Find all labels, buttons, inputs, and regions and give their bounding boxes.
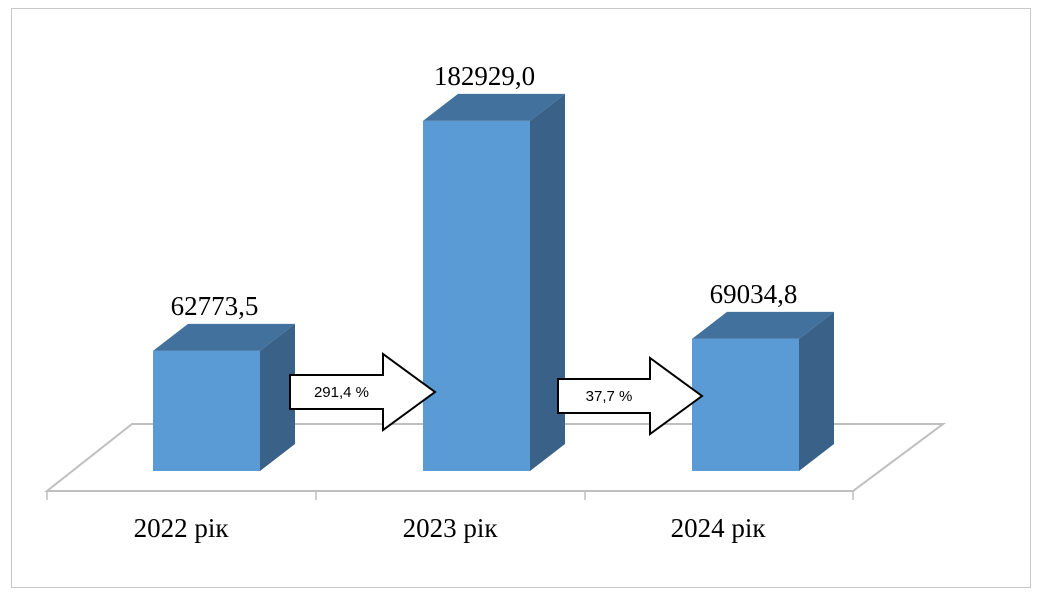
bars-layer <box>153 93 834 471</box>
growth-arrows: 291,4 % 37,7 % <box>289 352 704 436</box>
arrow-right-icon <box>557 356 704 436</box>
data-label: 182929,0 <box>434 61 535 91</box>
bar-front-face <box>153 350 260 471</box>
growth-arrow: 291,4 % <box>289 352 437 432</box>
arrow-right-icon <box>289 352 437 432</box>
bar <box>153 323 295 471</box>
bar-front-face <box>692 338 799 471</box>
bar-top-face <box>153 323 295 351</box>
bar-side-face <box>530 93 565 471</box>
bar-top-face <box>692 311 834 339</box>
growth-arrow: 37,7 % <box>557 356 704 436</box>
x-tick-label: 2023 рік <box>403 513 499 543</box>
bar-top-face <box>423 93 565 121</box>
bar-front-face <box>423 120 530 471</box>
x-tick-label: 2024 рік <box>671 513 767 543</box>
data-label: 69034,8 <box>710 279 798 309</box>
bar-side-face <box>799 311 834 471</box>
growth-annotation: 291,4 % <box>314 384 369 401</box>
labels-layer: 62773,5 2022 рік 182929,0 2023 рік 69034,8 20… <box>134 61 798 543</box>
bar <box>423 93 565 471</box>
x-tick-label: 2022 рік <box>134 513 230 543</box>
bar-side-face <box>260 323 295 471</box>
growth-annotation: 37,7 % <box>586 388 633 405</box>
bar <box>692 311 834 471</box>
data-label: 62773,5 <box>171 291 259 321</box>
